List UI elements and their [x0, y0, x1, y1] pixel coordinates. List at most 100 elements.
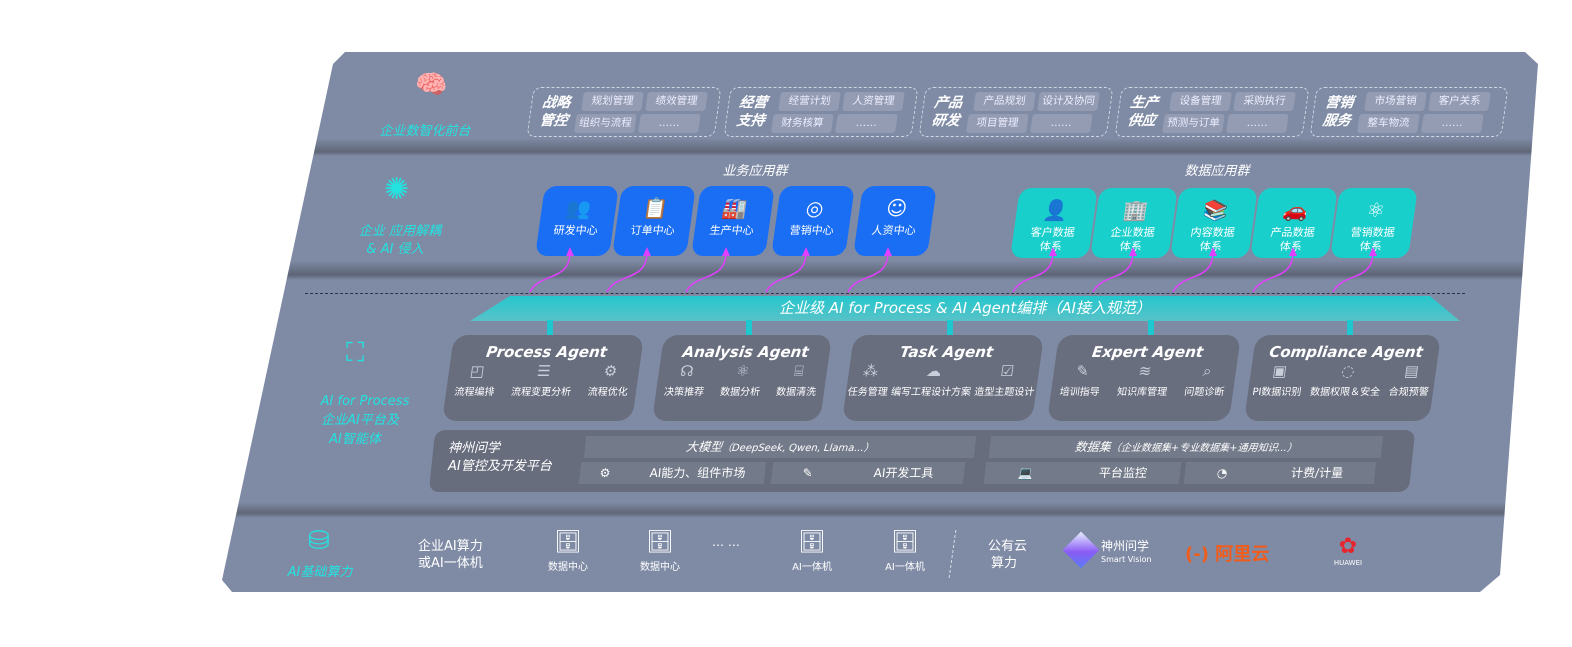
agent-capabilities: ◰ 流程编排 ☰ 流程变更分析 ⚙ 流程优化: [445, 362, 640, 399]
server-rack-icon: 🗄: [798, 530, 826, 555]
dataset-note: （企业数据集+专业数据集+通用知识...）: [1110, 443, 1298, 454]
platform-title-2: AI管控及开发平台: [448, 459, 552, 474]
agent-capability[interactable]: ☊ 决策推荐: [663, 362, 708, 399]
bidirectional-arrow-icon: [746, 320, 752, 336]
huawei-flower-icon: ✿: [1338, 534, 1358, 559]
database-icon: ⛁: [308, 526, 330, 556]
platform-tool[interactable]: ⚙ AI能力、组件市场: [578, 462, 767, 484]
arrow-head-icon: [643, 247, 651, 256]
public-compute-label: 公有云 算力: [988, 538, 1027, 572]
agent-name: Expert Agent: [1090, 343, 1205, 361]
agent-capability[interactable]: ≋ 知识库管理: [1116, 362, 1171, 399]
capability-label: 数据清洗: [775, 387, 817, 398]
agent-capabilities: ▣ PI数据识别 ◌ 数据权限＆安全 ▤ 合规预警: [1247, 362, 1437, 399]
agent-capability[interactable]: ☰ 流程变更分析: [510, 362, 575, 399]
agent-capability[interactable]: ⁂ 任务管理: [846, 362, 892, 399]
agent-capability[interactable]: ☁ 编写工程设计方案: [890, 362, 975, 399]
agent-capability[interactable]: ▣ PI数据识别: [1251, 362, 1305, 399]
server: 🗄 AI一体机: [782, 530, 842, 573]
magenta-arrow: [1092, 251, 1134, 293]
magenta-arrow: [685, 251, 727, 293]
platform-title: 神州问学 AI管控及开发平台: [448, 440, 552, 476]
smart-vision-logo: 神州问学 Smart Vision: [1101, 540, 1152, 566]
front-label: 企业数智化前台: [379, 124, 471, 139]
agent-card[interactable]: Expert Agent ✎ 培训指导 ≋ 知识库管理 ⌕ 问题诊断: [1046, 335, 1242, 421]
capability-label: 问题诊断: [1183, 387, 1226, 398]
capability-icon: ▣: [1271, 362, 1289, 380]
process-label-3: AI智能体: [329, 432, 381, 447]
agent-card[interactable]: Analysis Agent ☊ 决策推荐 ⚛ 数据分析 ⌸ 数据清洗: [651, 335, 833, 421]
aliyun-text: 阿里云: [1215, 544, 1270, 565]
huawei-text: HUAWEI: [1333, 559, 1363, 567]
arrow-head-icon: [1049, 247, 1057, 256]
capability-label: 流程优化: [586, 387, 629, 398]
process-label-2: 企业AI平台及: [321, 413, 399, 428]
capability-label: 合规预警: [1387, 387, 1430, 398]
ellipsis: … …: [712, 535, 740, 549]
capability-icon: ☑: [999, 362, 1016, 380]
magenta-arrow: [1332, 251, 1374, 293]
agent-name: Process Agent: [485, 343, 609, 361]
platform-tool[interactable]: 💻 平台监控: [983, 462, 1182, 484]
agent-capability[interactable]: ⌸ 数据清洗: [775, 362, 820, 399]
capability-icon: ☁: [925, 362, 943, 380]
server: 🗄 数据中心: [538, 530, 598, 573]
agent-capability[interactable]: ▤ 合规预警: [1387, 362, 1433, 399]
business-apps-title: 业务应用群: [722, 164, 788, 179]
agent-capability[interactable]: ⌕ 问题诊断: [1183, 362, 1228, 399]
agent-name: Compliance Agent: [1268, 343, 1425, 361]
model-note: （DeepSeek, Qwen, Llama...）: [721, 443, 875, 454]
dev-tool-icon: ✎: [801, 466, 814, 480]
market-icon: ⚙: [598, 466, 612, 480]
platform-tool[interactable]: ✎ AI开发工具: [770, 462, 966, 484]
server-label: AI一体机: [885, 562, 925, 573]
divider-line: [305, 293, 1465, 294]
agent-card[interactable]: Task Agent ⁂ 任务管理 ☁ 编写工程设计方案 ☑ 造型主题设计: [841, 335, 1045, 421]
magenta-arrow: [847, 251, 889, 293]
orchestration-banner: 企业级 AI for Process & AI Agent编排（AI接入规范）: [470, 296, 1460, 321]
agent-capability[interactable]: ⚙ 流程优化: [586, 362, 632, 399]
private-compute-label: 企业AI算力 或AI一体机: [418, 538, 483, 572]
agent-card[interactable]: Process Agent ◰ 流程编排 ☰ 流程变更分析 ⚙ 流程优化: [441, 335, 645, 421]
capability-label: 数据分析: [719, 387, 761, 398]
gauge-icon: ◔: [1216, 466, 1229, 480]
agent-capability[interactable]: ✎ 培训指导: [1058, 362, 1104, 399]
arrow-head-icon: [566, 247, 574, 256]
capability-icon: ◌: [1340, 362, 1356, 380]
huawei-logo: ✿ HUAWEI: [1328, 534, 1368, 568]
aliyun-logo: (-) 阿里云: [1185, 540, 1269, 566]
public-label-1: 公有云: [988, 539, 1028, 554]
capability-label: 任务管理: [846, 387, 889, 398]
arrow-head-icon: [1209, 247, 1217, 256]
model-label: 大模型: [685, 440, 723, 454]
capability-label: PI数据识别: [1251, 387, 1303, 398]
arrow-head-icon: [1289, 247, 1297, 256]
magenta-arrow: [765, 251, 807, 293]
brain-icon: 🧠: [415, 70, 448, 100]
dataset-cell: 数据集（企业数据集+专业数据集+通用知识...）: [988, 436, 1384, 458]
agent-capability[interactable]: ◌ 数据权限＆安全: [1309, 362, 1384, 399]
magenta-arrow: [1172, 251, 1214, 293]
agent-card[interactable]: Compliance Agent ▣ PI数据识别 ◌ 数据权限＆安全 ▤ 合规预警: [1243, 335, 1442, 421]
agent-name: Task Agent: [898, 343, 995, 361]
agent-capability[interactable]: ☑ 造型主题设计: [973, 362, 1038, 399]
sv-cn: 神州问学: [1101, 539, 1150, 553]
magenta-arrow: [1252, 251, 1294, 293]
agent-capability[interactable]: ◰ 流程编排: [453, 362, 498, 399]
arrow-head-icon: [1369, 247, 1377, 256]
capability-label: 决策推荐: [663, 387, 705, 398]
arrow-head-icon: [802, 247, 810, 256]
platform-tool[interactable]: ◔ 计费/计量: [1183, 462, 1377, 484]
apps-label-2: & AI 侵入: [366, 242, 424, 257]
server-label: 数据中心: [548, 562, 588, 573]
bidirectional-arrow-icon: [1346, 320, 1353, 336]
capability-icon: ≋: [1137, 362, 1153, 380]
monitor-icon: 💻: [1017, 466, 1034, 480]
agent-capability[interactable]: ⚛ 数据分析: [719, 362, 764, 399]
capability-icon: ⌕: [1201, 362, 1213, 380]
bidirectional-arrow-icon: [947, 320, 953, 336]
capability-label: 培训指导: [1058, 387, 1101, 398]
server-rack-icon: 🗄: [646, 530, 674, 555]
model-cell: 大模型（DeepSeek, Qwen, Llama...）: [583, 436, 977, 458]
